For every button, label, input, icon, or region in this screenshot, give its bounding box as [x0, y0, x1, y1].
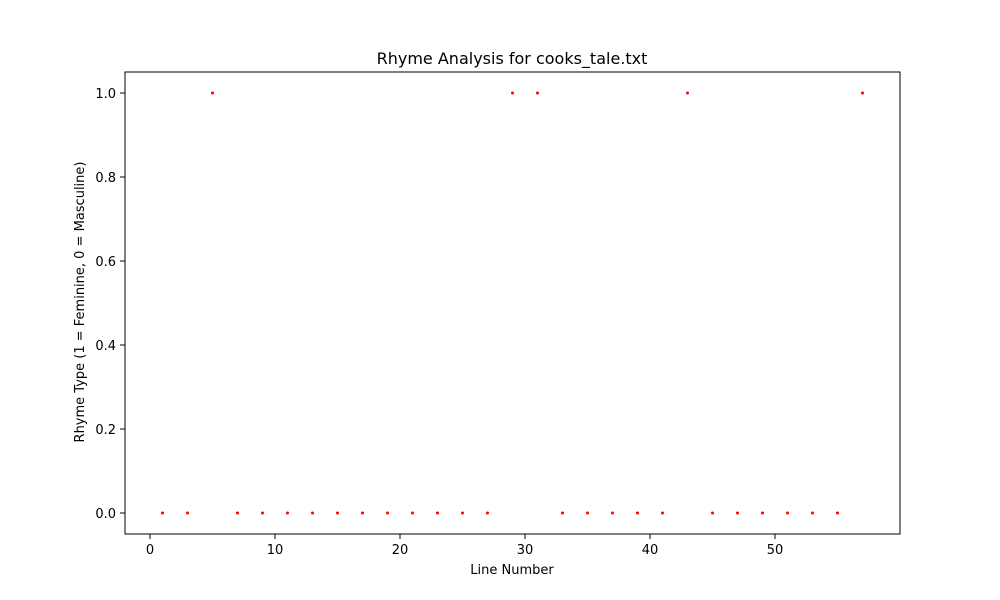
data-point: [861, 91, 864, 95]
data-point: [711, 511, 714, 515]
data-point: [411, 511, 414, 515]
data-point: [561, 511, 564, 515]
data-point: [261, 511, 264, 515]
data-point: [686, 91, 689, 95]
x-tick-label: 20: [392, 543, 409, 558]
y-tick-label: 0.4: [95, 339, 116, 354]
data-point: [761, 511, 764, 515]
data-point: [211, 91, 214, 95]
y-tick-label: 0.0: [95, 507, 116, 522]
x-tick-label: 30: [517, 543, 534, 558]
data-points: [161, 91, 864, 515]
x-axis-label: Line Number: [470, 563, 554, 578]
data-point: [286, 511, 289, 515]
y-tick-label: 1.0: [95, 87, 116, 102]
x-tick-label: 50: [767, 543, 784, 558]
data-point: [636, 511, 639, 515]
y-axis: 0.0 0.2 0.4 0.6 0.8 1.0: [95, 87, 125, 522]
y-axis-label: Rhyme Type (1 = Feminine, 0 = Masculine): [73, 162, 88, 443]
data-point: [736, 511, 739, 515]
axes-frame: [124, 71, 901, 535]
data-point: [436, 511, 439, 515]
data-point: [511, 91, 514, 95]
data-point: [336, 511, 339, 515]
x-axis: 0 10 20 30 40 50: [146, 534, 783, 558]
data-point: [611, 511, 614, 515]
data-point: [486, 511, 489, 515]
chart-title: Rhyme Analysis for cooks_tale.txt: [377, 49, 648, 69]
data-point: [661, 511, 664, 515]
data-point: [536, 91, 539, 95]
plot-area: [124, 71, 901, 535]
data-point: [361, 511, 364, 515]
data-point: [186, 511, 189, 515]
data-point: [236, 511, 239, 515]
data-point: [811, 511, 814, 515]
data-point: [161, 511, 164, 515]
x-tick-label: 40: [642, 543, 659, 558]
data-point: [311, 511, 314, 515]
data-point: [386, 511, 389, 515]
data-point: [786, 511, 789, 515]
data-point: [836, 511, 839, 515]
y-tick-label: 0.2: [95, 423, 116, 438]
y-tick-label: 0.6: [95, 255, 116, 270]
x-tick-label: 10: [267, 543, 284, 558]
data-point: [586, 511, 589, 515]
data-point: [461, 511, 464, 515]
x-tick-label: 0: [146, 543, 154, 558]
y-tick-label: 0.8: [95, 171, 116, 186]
